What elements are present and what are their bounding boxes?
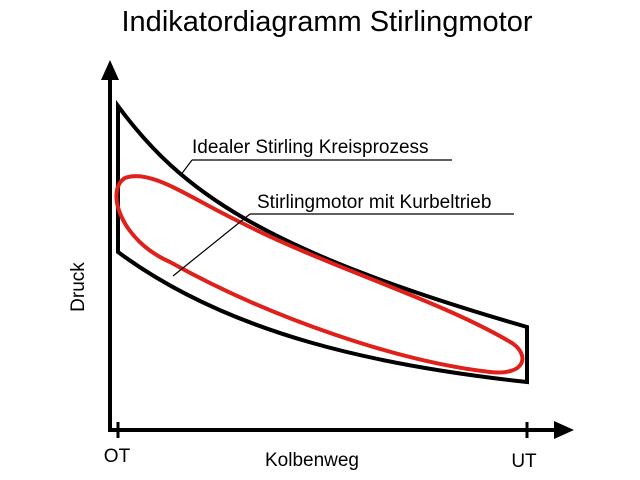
- axes: [101, 60, 574, 439]
- x-axis-arrow-icon: [554, 421, 574, 439]
- ut-label: UT: [511, 451, 537, 472]
- ot-label: OT: [104, 446, 131, 467]
- ideal-cycle-label: Idealer Stirling Kreisprozess: [192, 137, 429, 158]
- real-leader-line: [172, 213, 251, 277]
- x-axis-label: Kolbenweg: [265, 450, 359, 471]
- y-axis-label: Druck: [68, 262, 89, 312]
- leader-lines: [172, 159, 514, 277]
- real-cycle-label: Stirlingmotor mit Kurbeltrieb: [257, 192, 491, 213]
- ideal-stirling-cycle: [116, 99, 529, 385]
- diagram-title: Indikatordiagramm Stirlingmotor: [121, 6, 533, 38]
- y-axis-arrow-icon: [101, 60, 119, 80]
- ideal-leader-line: [179, 159, 193, 177]
